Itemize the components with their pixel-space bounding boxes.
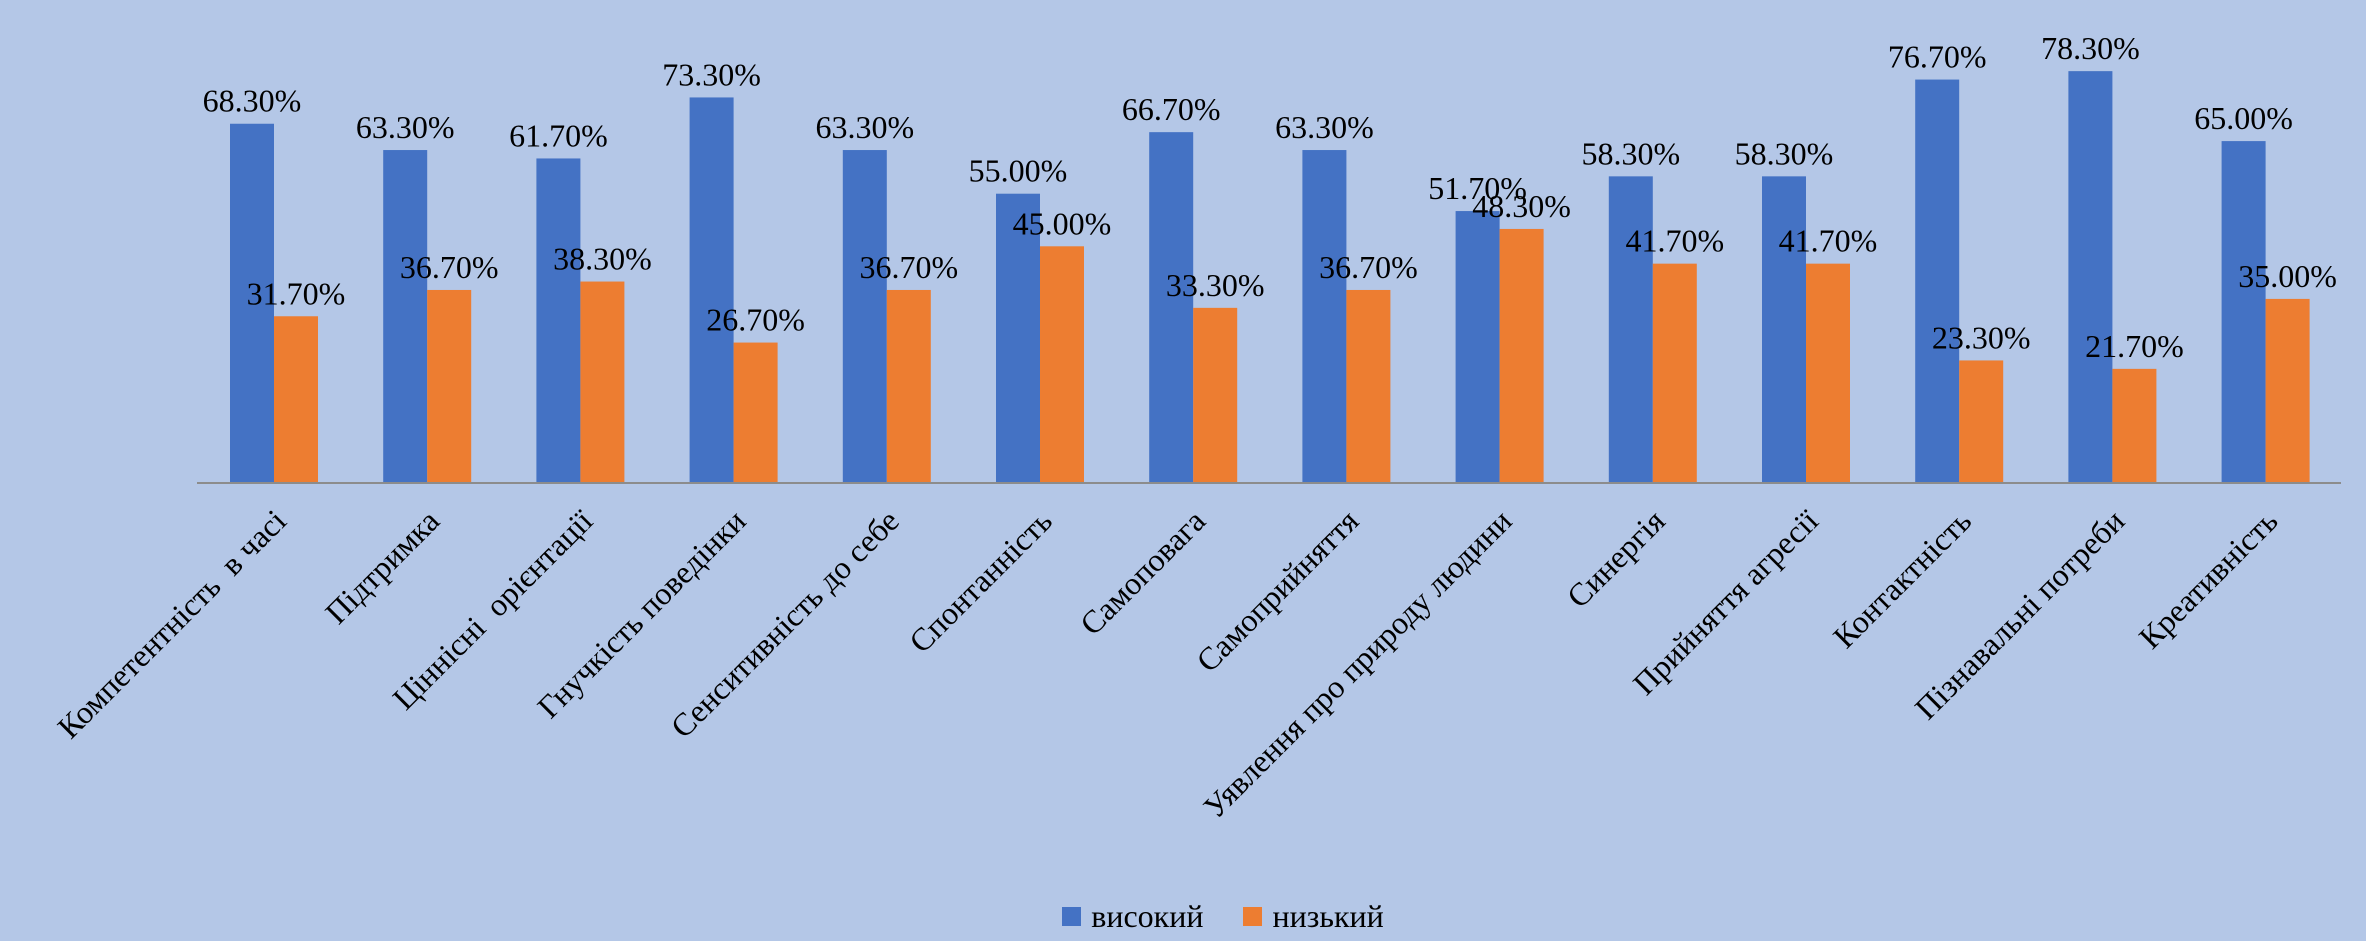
legend-swatch-high — [1062, 906, 1082, 926]
bar-high-13 — [2221, 141, 2266, 483]
bar-high-2 — [536, 158, 581, 483]
legend: високий низький — [0, 896, 2366, 936]
bar-high-4 — [842, 150, 887, 484]
x-tick-label-1: Підтримка — [318, 502, 446, 630]
bar-high-7 — [1302, 150, 1347, 484]
data-label-high-6: 66.70% — [1122, 91, 1221, 127]
legend-label-high: високий — [1091, 898, 1204, 934]
x-tick-label-7: Самоприйняття — [1189, 502, 1365, 678]
legend-label-low: низький — [1272, 898, 1384, 934]
data-label-low-4: 36.70% — [859, 249, 958, 285]
legend-item-high: високий — [1062, 900, 1203, 932]
bar-low-7 — [1346, 289, 1391, 483]
data-label-low-8: 48.30% — [1472, 188, 1571, 224]
x-tick-label-5: Спонтанність — [902, 502, 1059, 659]
data-label-high-4: 63.30% — [815, 109, 914, 145]
data-label-low-10: 41.70% — [1779, 223, 1878, 259]
data-label-high-0: 68.30% — [203, 83, 302, 119]
x-tick-label-9: Синергія — [1560, 502, 1672, 614]
bar-low-6 — [1193, 307, 1238, 483]
bar-low-8 — [1499, 228, 1544, 483]
bar-low-5 — [1040, 246, 1084, 483]
data-label-high-5: 55.00% — [969, 153, 1068, 189]
legend-swatch-low — [1243, 906, 1263, 926]
bar-high-11 — [1915, 79, 1960, 484]
data-label-high-9: 58.30% — [1581, 135, 1680, 171]
bar-high-10 — [1762, 176, 1806, 484]
bar-high-0 — [230, 123, 274, 483]
bar-high-9 — [1608, 176, 1653, 484]
data-label-low-2: 38.30% — [553, 241, 652, 277]
bar-low-4 — [886, 289, 931, 483]
bar-high-8 — [1455, 211, 1500, 484]
data-label-low-13: 35.00% — [2238, 258, 2337, 294]
data-label-low-9: 41.70% — [1625, 223, 1724, 259]
data-label-high-7: 63.30% — [1275, 109, 1374, 145]
bar-high-12 — [2068, 71, 2113, 483]
bar-low-1 — [427, 289, 472, 483]
bar-high-1 — [383, 150, 428, 484]
data-label-low-7: 36.70% — [1319, 249, 1418, 285]
data-label-high-10: 58.30% — [1735, 135, 1834, 171]
data-label-low-0: 31.70% — [247, 275, 346, 311]
data-label-high-2: 61.70% — [509, 117, 608, 153]
x-tick-label-8: Уявлення про природу людини — [1196, 502, 1519, 825]
data-label-high-3: 73.30% — [662, 56, 761, 92]
bar-high-6 — [1149, 132, 1194, 483]
data-label-low-5: 45.00% — [1013, 205, 1112, 241]
bar-low-9 — [1652, 263, 1697, 483]
data-label-low-6: 33.30% — [1166, 267, 1265, 303]
bar-high-5 — [996, 193, 1040, 483]
x-tick-label-13: Креативність — [2132, 502, 2285, 655]
x-tick-label-11: Контактність — [1826, 502, 1978, 654]
x-tick-label-0: Компетентність в часі — [50, 502, 293, 745]
data-label-high-13: 65.00% — [2194, 100, 2293, 136]
bar-low-3 — [733, 342, 778, 483]
bar-low-2 — [580, 281, 625, 483]
data-label-low-12: 21.70% — [2085, 328, 2184, 364]
bar-low-10 — [1806, 263, 1850, 483]
bar-low-13 — [2265, 298, 2310, 483]
bar-low-12 — [2112, 368, 2157, 483]
bar-low-0 — [274, 316, 318, 483]
data-label-low-3: 26.70% — [706, 302, 805, 338]
data-label-low-11: 23.30% — [1932, 319, 2031, 355]
data-label-high-1: 63.30% — [356, 109, 455, 145]
data-label-high-8: 51.70% — [1428, 170, 1527, 206]
legend-item-low: низький — [1243, 898, 1384, 934]
data-label-high-11: 76.70% — [1888, 39, 1987, 75]
x-tick-label-6: Самоповага — [1073, 502, 1212, 641]
bar-low-11 — [1959, 360, 2004, 483]
data-label-low-1: 36.70% — [400, 249, 499, 285]
bar-high-3 — [689, 97, 734, 483]
data-label-high-12: 78.30% — [2041, 30, 2140, 66]
